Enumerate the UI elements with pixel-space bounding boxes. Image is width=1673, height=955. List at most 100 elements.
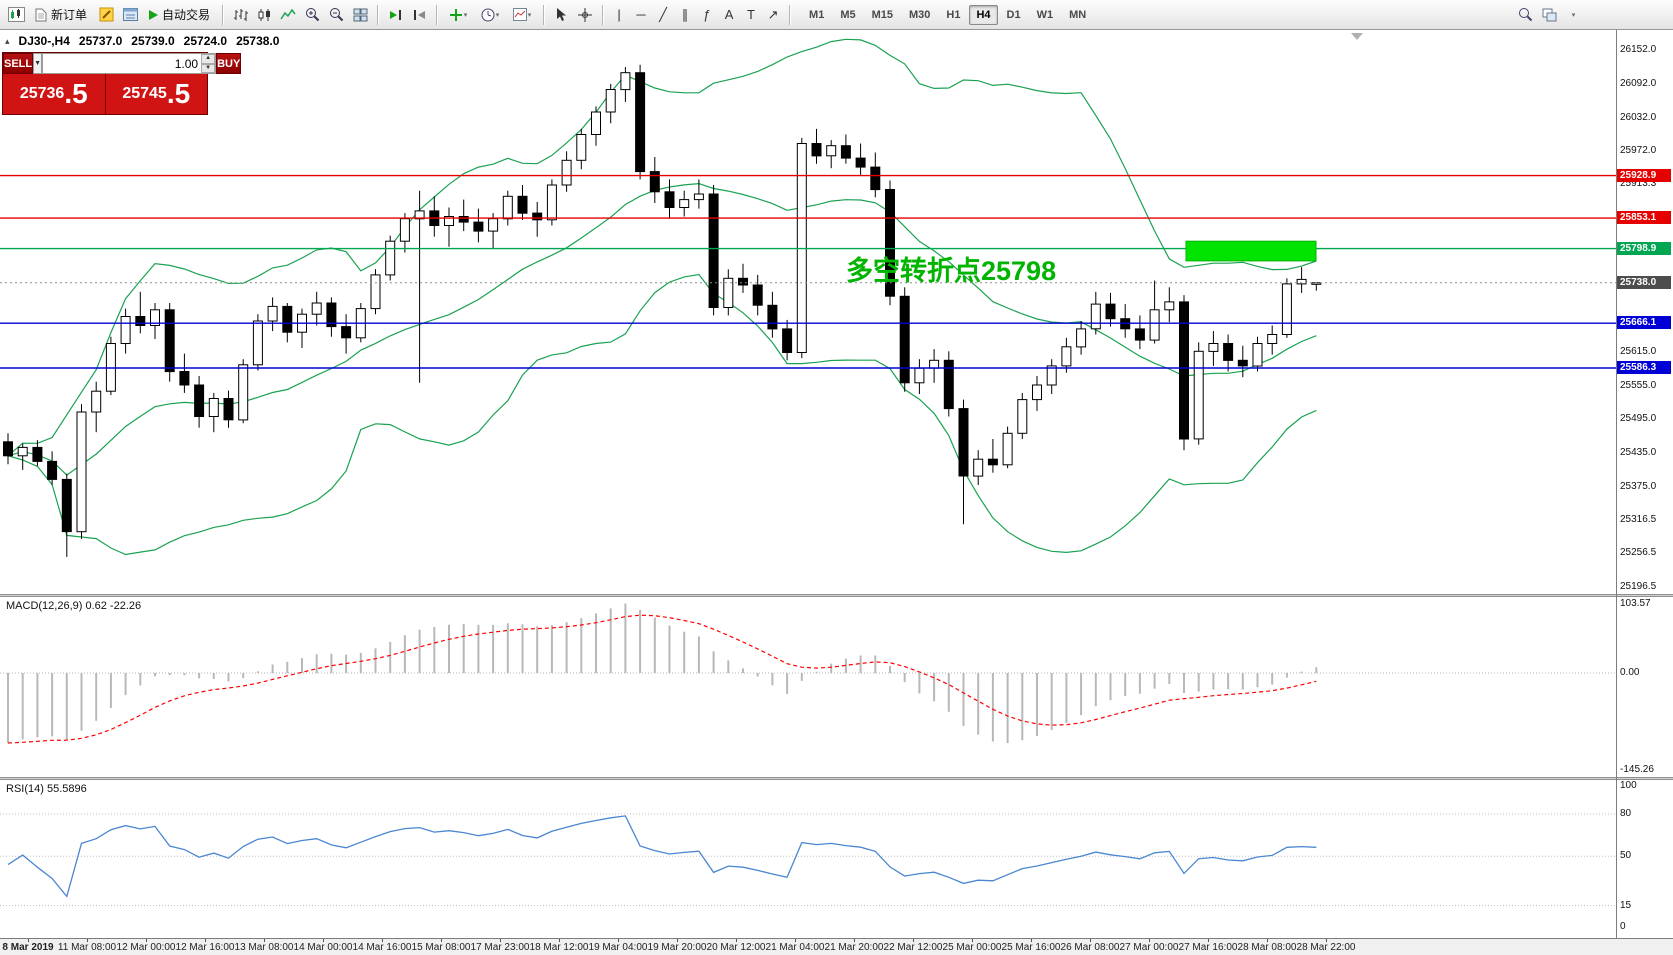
time-label: 13 Mar 08:00 [234, 942, 294, 953]
templates-icon[interactable]: ▾ [506, 4, 538, 26]
price-tick: 0 [1620, 921, 1626, 932]
new-order-button[interactable]: 新订单 [28, 4, 94, 26]
price-tick: 26152.0 [1620, 44, 1657, 55]
rsi-scale[interactable]: 100 80 50 15 0 [1617, 780, 1673, 938]
crosshair-tool-icon[interactable] [573, 4, 597, 26]
label-tool-icon[interactable]: T [740, 4, 762, 26]
macd-canvas[interactable] [0, 597, 1616, 777]
vertical-line-tool-icon[interactable]: | [608, 4, 630, 26]
trendline-tool-icon[interactable]: ╱ [652, 4, 674, 26]
search-icon[interactable] [1513, 4, 1537, 26]
volume-down-button[interactable]: ▼ [201, 63, 216, 73]
autotrading-label: 自动交易 [162, 8, 211, 22]
price-tick: 25375.0 [1620, 481, 1657, 492]
new-chart-icon[interactable] [4, 4, 28, 26]
candlestick-chart-icon[interactable] [252, 4, 276, 26]
time-tick [1031, 939, 1032, 942]
highlight-rectangle[interactable] [1185, 240, 1317, 262]
toolbar-separator [602, 4, 604, 25]
price-tick: 26032.0 [1620, 112, 1657, 123]
time-label: 28 Mar 22:00 [1296, 942, 1356, 953]
zoom-in-icon[interactable] [300, 4, 324, 26]
fibonacci-tool-icon[interactable]: ƒ [696, 4, 718, 26]
tile-windows-icon[interactable] [348, 4, 372, 26]
time-label: 25 Mar 00:00 [942, 942, 1002, 953]
price-line-label: 25666.1 [1617, 316, 1671, 329]
buy-button[interactable]: BUY [216, 53, 242, 74]
periods-icon[interactable]: ▾ [474, 4, 506, 26]
pane-splitter[interactable] [0, 594, 1673, 597]
volume-input[interactable] [43, 54, 202, 73]
timeframe-h1[interactable]: H1 [939, 5, 967, 25]
time-label: 20 Mar 12:00 [706, 942, 766, 953]
macd-scale[interactable]: 103.57 0.00 -145.26 [1617, 597, 1673, 777]
timeframe-m5[interactable]: M5 [833, 5, 862, 25]
arrows-tool-icon[interactable]: ↗ [762, 4, 784, 26]
time-tick [559, 939, 560, 942]
high-value: 25739.0 [131, 34, 175, 48]
sell-button[interactable]: SELL [3, 53, 34, 74]
time-label: 14 Mar 16:00 [352, 942, 412, 953]
main-chart-canvas[interactable]: 多空转折点25798 [0, 30, 1616, 594]
time-label: 17 Mar 23:00 [470, 942, 530, 953]
volume-dropdown[interactable]: ▼ [33, 53, 43, 74]
toolbar-overflow-icon[interactable]: ▾ [1561, 4, 1585, 26]
price-tick: 25615.0 [1620, 346, 1657, 357]
time-tick [264, 939, 265, 942]
text-tool-icon[interactable]: A [718, 4, 740, 26]
line-chart-icon[interactable] [276, 4, 300, 26]
volume-up-button[interactable]: ▲ [201, 54, 216, 64]
price-tick: 25913.3 [1620, 178, 1657, 189]
buy-price[interactable]: 25745.5 [105, 74, 207, 114]
autotrading-button[interactable]: 自动交易 [142, 4, 217, 26]
bar-chart-icon[interactable] [228, 4, 252, 26]
time-tick [854, 939, 855, 942]
new-order-icon [35, 8, 47, 21]
timeframe-mn[interactable]: MN [1062, 5, 1093, 25]
one-click-prices: 25736.5 25745.5 [3, 74, 207, 114]
price-scale[interactable]: 26152.0 26092.0 26032.0 25972.0 25913.3 25615… [1617, 30, 1673, 594]
time-label: 27 Mar 16:00 [1178, 942, 1238, 953]
chevron-down-icon: ▾ [1571, 11, 1576, 19]
equidistant-channel-tool-icon[interactable]: ∥ [674, 4, 696, 26]
time-label: 26 Mar 08:00 [1060, 942, 1120, 953]
timeframe-h4[interactable]: H4 [969, 4, 998, 25]
bollinger-bands [7, 38, 1317, 556]
chart-shift-marker[interactable] [1351, 33, 1363, 40]
timeframe-d1[interactable]: D1 [1000, 5, 1028, 25]
price-tick: 100 [1620, 780, 1637, 791]
auto-scroll-icon[interactable] [383, 4, 407, 26]
volume-spinner: ▲ ▼ [201, 54, 216, 73]
time-label: 19 Mar 04:00 [588, 942, 648, 953]
rsi-canvas[interactable] [0, 780, 1616, 938]
toolbar-separator [543, 4, 545, 25]
indicators-icon[interactable]: ▾ [442, 4, 474, 26]
sell-price[interactable]: 25736.5 [3, 74, 106, 114]
time-scale[interactable]: 8 Mar 2019 11 Mar 08:00 12 Mar 00:00 12 Mar… [0, 938, 1673, 955]
cascade-windows-icon[interactable] [1537, 4, 1561, 26]
main-toolbar: 新订单 自动交易 [0, 0, 1673, 30]
one-click-toggle-icon[interactable]: ▴ [5, 35, 10, 46]
cursor-tool-icon[interactable] [549, 4, 573, 26]
horizontal-line-tool-icon[interactable]: ─ [630, 4, 652, 26]
zoom-out-icon[interactable] [324, 4, 348, 26]
pivot-annotation-text[interactable]: 多空转折点25798 [846, 255, 1056, 286]
rsi-indicator-label: RSI(14) 55.5896 [6, 783, 87, 795]
pane-splitter[interactable] [0, 777, 1673, 780]
timeframe-w1[interactable]: W1 [1030, 5, 1061, 25]
toolbar-separator [222, 4, 224, 25]
price-tick: 103.57 [1620, 598, 1651, 609]
timeframe-m1[interactable]: M1 [802, 5, 831, 25]
chart-shift-icon[interactable] [407, 4, 431, 26]
terminal-icon[interactable] [118, 4, 142, 26]
toolbar-separator [789, 4, 791, 25]
price-tick: 0.00 [1620, 667, 1640, 678]
chevron-down-icon: ▾ [527, 11, 532, 19]
time-tick [913, 939, 914, 942]
metaeditor-icon[interactable] [94, 4, 118, 26]
macd-histogram [7, 603, 1318, 744]
time-tick [677, 939, 678, 942]
timeframe-m30[interactable]: M30 [902, 5, 937, 25]
timeframe-m15[interactable]: M15 [865, 5, 900, 25]
time-tick [618, 939, 619, 942]
